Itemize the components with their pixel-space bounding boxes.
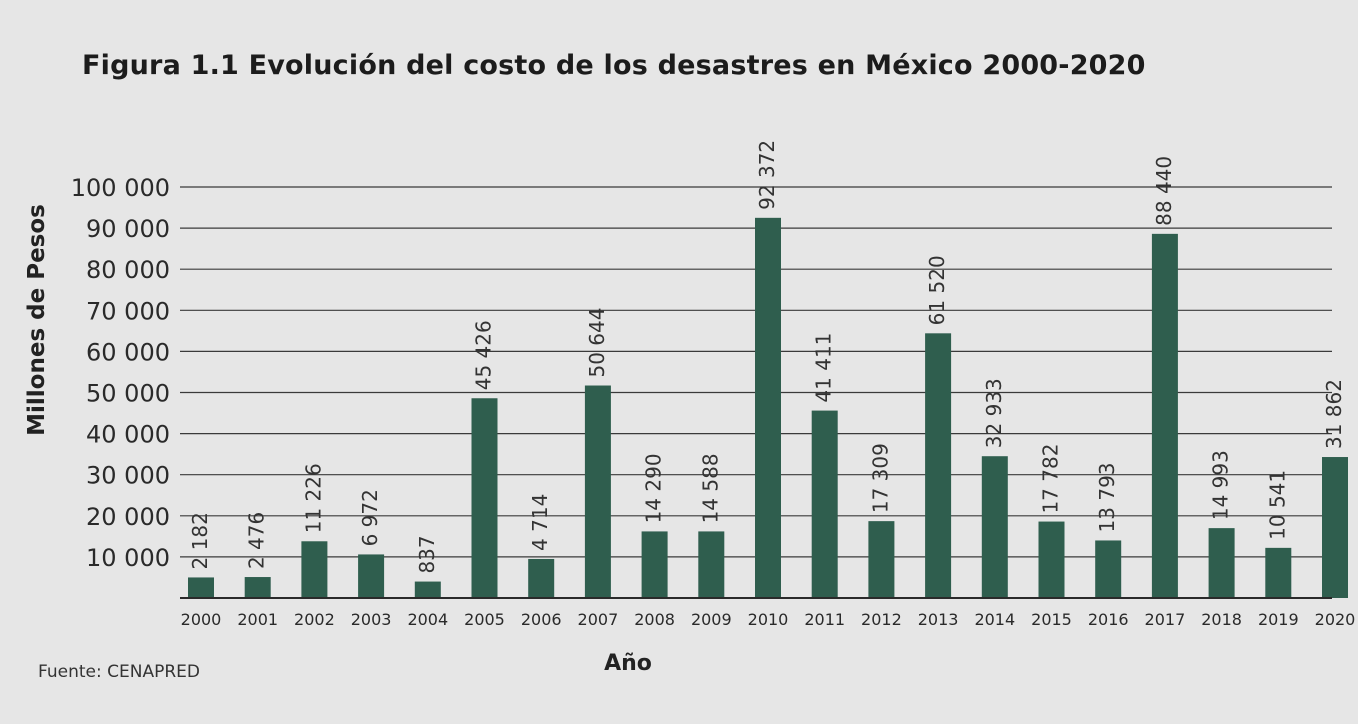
x-tick-label: 2003	[351, 610, 392, 629]
data-label: 88 440	[1152, 156, 1176, 226]
x-axis-title: Año	[604, 651, 652, 676]
bar	[358, 554, 385, 598]
y-tick-label: 10 000	[86, 544, 170, 572]
y-tick-label: 20 000	[86, 503, 170, 531]
bar	[981, 456, 1008, 598]
bar	[1038, 521, 1065, 598]
x-tick-label: 2008	[634, 610, 675, 629]
bar	[1265, 547, 1292, 598]
data-label: 17 782	[1039, 444, 1063, 514]
data-label: 13 793	[1095, 462, 1119, 532]
y-axis-title: Millones de Pesos	[24, 204, 50, 436]
bar	[1151, 233, 1178, 598]
x-tick-label: 2000	[181, 610, 222, 629]
data-label: 10 541	[1265, 470, 1289, 540]
x-tick-label: 2013	[918, 610, 959, 629]
y-tick-label: 60 000	[86, 338, 170, 366]
x-tick-label: 2005	[464, 610, 505, 629]
data-label: 92 372	[755, 140, 779, 210]
y-axis-ticks: 10 000 20 000 30 000 40 000 50 000 60 000 70 0…	[71, 174, 170, 572]
bar	[584, 385, 611, 598]
data-label: 837	[415, 535, 439, 573]
x-tick-label: 2010	[748, 610, 789, 629]
data-label: 2 476	[245, 512, 269, 569]
data-label: 14 290	[642, 453, 666, 523]
y-tick-label: 40 000	[86, 421, 170, 449]
y-tick-label: 50 000	[86, 380, 170, 408]
data-label: 41 411	[812, 333, 836, 403]
bar	[925, 333, 952, 598]
bar	[1208, 528, 1235, 598]
x-tick-label: 2016	[1088, 610, 1129, 629]
bars	[188, 217, 1348, 598]
data-label: 45 426	[472, 320, 496, 390]
x-tick-label: 2004	[407, 610, 448, 629]
bar	[528, 558, 555, 598]
x-tick-label: 2002	[294, 610, 335, 629]
x-tick-label: 2014	[974, 610, 1015, 629]
y-tick-label: 80 000	[86, 256, 170, 284]
y-tick-label: 70 000	[86, 297, 170, 325]
bar	[868, 521, 895, 598]
x-tick-label: 2007	[578, 610, 619, 629]
y-tick-label: 30 000	[86, 462, 170, 490]
x-tick-label: 2020	[1315, 610, 1356, 629]
data-label: 4 714	[528, 494, 552, 551]
x-tick-label: 2012	[861, 610, 902, 629]
data-label: 2 182	[188, 512, 212, 569]
bar	[698, 531, 725, 598]
data-label: 31 862	[1322, 379, 1346, 449]
x-tick-label: 2011	[804, 610, 845, 629]
x-tick-label: 2015	[1031, 610, 1072, 629]
x-axis-ticks: 2000 2001 2002 2003 2004 2005 2006 2007 2008 2009…	[181, 610, 1356, 629]
source-note: Fuente: CENAPRED	[38, 662, 200, 682]
data-label: 61 520	[925, 255, 949, 325]
data-label: 50 644	[585, 308, 609, 378]
data-label: 32 933	[982, 378, 1006, 448]
bar	[811, 410, 838, 598]
bar	[471, 398, 498, 598]
bar	[414, 581, 441, 598]
y-tick-label: 90 000	[86, 215, 170, 243]
bar	[1322, 457, 1348, 598]
bar	[641, 531, 668, 598]
x-tick-label: 2009	[691, 610, 732, 629]
bar	[301, 541, 328, 598]
data-label: 17 309	[868, 443, 892, 513]
data-label: 6 972	[358, 489, 382, 546]
x-tick-label: 2001	[237, 610, 278, 629]
data-labels: 2 182 2 476 11 226 6 972 837 45 426 4 714 50 64…	[188, 140, 1346, 574]
chart-title: Figura 1.1 Evolución del costo de los de…	[82, 50, 1146, 81]
x-tick-label: 2006	[521, 610, 562, 629]
y-tick-label: 100 000	[71, 174, 170, 202]
data-label: 14 993	[1209, 450, 1233, 520]
x-tick-label: 2018	[1201, 610, 1242, 629]
bar	[1095, 540, 1122, 598]
x-tick-label: 2017	[1145, 610, 1186, 629]
data-label: 11 226	[301, 463, 325, 533]
bar	[755, 217, 781, 598]
bar	[244, 577, 271, 598]
bar	[188, 577, 214, 598]
data-label: 14 588	[698, 453, 722, 523]
x-tick-label: 2019	[1258, 610, 1299, 629]
